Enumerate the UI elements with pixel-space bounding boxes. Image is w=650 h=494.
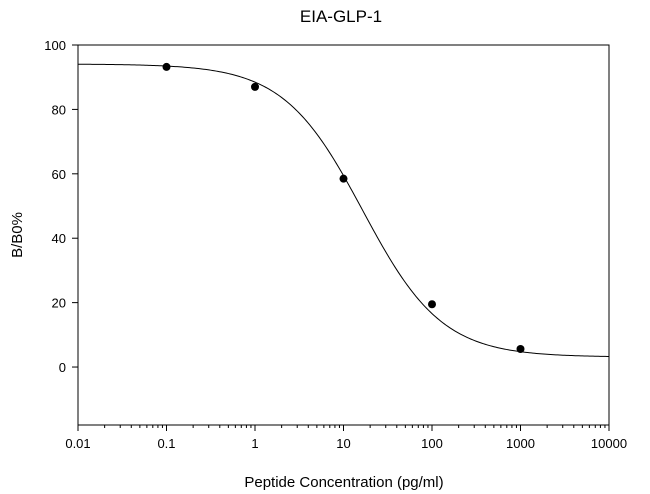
x-tick-label: 1 xyxy=(251,436,258,451)
chart-title: EIA-GLP-1 xyxy=(300,7,382,26)
data-point xyxy=(516,345,525,353)
x-axis-ticks: 0.01 0.1 1 10 100 1000 10000 xyxy=(65,425,627,451)
data-point xyxy=(339,174,348,183)
x-tick-label: 100 xyxy=(421,436,443,451)
y-tick-label: 0 xyxy=(59,360,66,375)
x-tick-label: 1000 xyxy=(506,436,535,451)
y-tick-label: 80 xyxy=(52,102,66,117)
data-points xyxy=(162,62,525,353)
y-tick-label: 100 xyxy=(44,38,66,53)
data-point xyxy=(251,82,259,91)
x-axis-label: Peptide Concentration (pg/ml) xyxy=(244,474,443,491)
y-tick-label: 40 xyxy=(52,231,66,246)
x-tick-label: 10 xyxy=(336,436,350,451)
x-tick-label: 0.1 xyxy=(157,436,175,451)
y-tick-label: 20 xyxy=(52,296,66,311)
y-tick-label: 60 xyxy=(52,167,66,182)
y-axis-label: B/B0% xyxy=(9,212,26,258)
plot-area-frame xyxy=(77,44,610,426)
x-tick-label: 0.01 xyxy=(65,436,90,451)
data-point xyxy=(428,300,436,309)
y-axis-ticks: 0 20 40 60 80 100 xyxy=(44,38,78,375)
fit-curve xyxy=(77,63,610,357)
data-point xyxy=(162,62,171,71)
x-tick-label: 10000 xyxy=(591,436,627,451)
